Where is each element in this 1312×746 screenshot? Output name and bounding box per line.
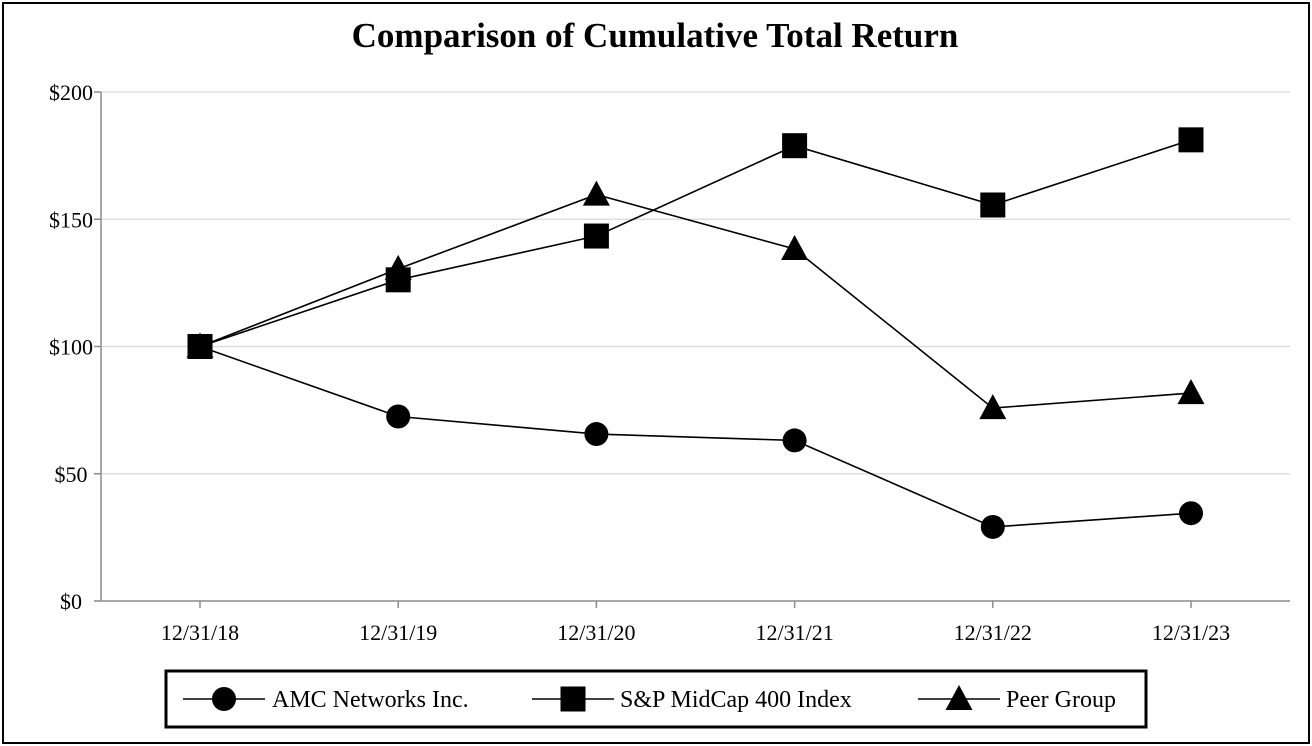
x-tick-label: 12/31/19 — [359, 620, 437, 645]
x-tick-label: 12/31/21 — [755, 620, 833, 645]
legend-item: AMC Networks Inc. — [183, 687, 469, 713]
x-tick-label: 12/31/20 — [557, 620, 635, 645]
legend-label: S&P MidCap 400 Index — [620, 687, 852, 713]
data-point — [782, 428, 807, 453]
data-point — [1178, 127, 1204, 153]
data-point — [583, 223, 609, 249]
series-line — [199, 139, 1192, 348]
legend-marker — [560, 686, 586, 712]
data-point — [384, 254, 412, 280]
series-square — [187, 127, 1204, 359]
series-layer — [186, 127, 1205, 539]
data-point — [186, 332, 214, 358]
data-point — [582, 180, 610, 206]
legend-label: AMC Networks Inc. — [272, 687, 469, 713]
legend-item: Peer Group — [918, 685, 1116, 713]
y-tick-labels: $0 $50 $100 $150 $200 — [49, 80, 93, 614]
data-point — [980, 192, 1006, 218]
series-line — [199, 193, 1192, 409]
data-point — [1177, 379, 1205, 405]
legend: AMC Networks Inc. S&P MidCap 400 Index Pee… — [164, 669, 1148, 729]
data-point — [979, 394, 1007, 420]
legend-item: S&P MidCap 400 Index — [532, 686, 852, 713]
x-tick-label: 12/31/22 — [954, 620, 1032, 645]
gridlines — [94, 91, 1290, 602]
x-tick-labels: 12/31/18 12/31/19 12/31/20 12/31/21 12/31/22… — [161, 601, 1230, 645]
legend-marker — [945, 685, 973, 710]
data-point — [584, 422, 609, 447]
data-point — [782, 133, 808, 159]
y-tick-label: $50 — [55, 462, 88, 487]
x-tick-label: 12/31/23 — [1152, 620, 1230, 645]
chart-title: Comparison of Cumulative Total Return — [352, 16, 959, 55]
legend-marker — [212, 687, 236, 711]
legend-items: AMC Networks Inc. S&P MidCap 400 Index Pee… — [183, 685, 1116, 713]
x-tick-label: 12/31/18 — [161, 620, 239, 645]
series-triangle — [186, 180, 1205, 420]
data-point — [386, 404, 411, 429]
y-tick-label: $0 — [60, 589, 82, 614]
y-tick-label: $100 — [49, 335, 93, 360]
data-point — [1179, 501, 1203, 526]
data-point — [980, 514, 1005, 539]
y-tick-label: $200 — [49, 80, 93, 105]
axes — [100, 92, 1290, 602]
series-circle — [188, 334, 1203, 539]
series-line — [199, 345, 1192, 528]
legend-label: Peer Group — [1006, 687, 1116, 713]
data-point — [781, 235, 809, 261]
y-tick-label: $150 — [49, 207, 93, 232]
